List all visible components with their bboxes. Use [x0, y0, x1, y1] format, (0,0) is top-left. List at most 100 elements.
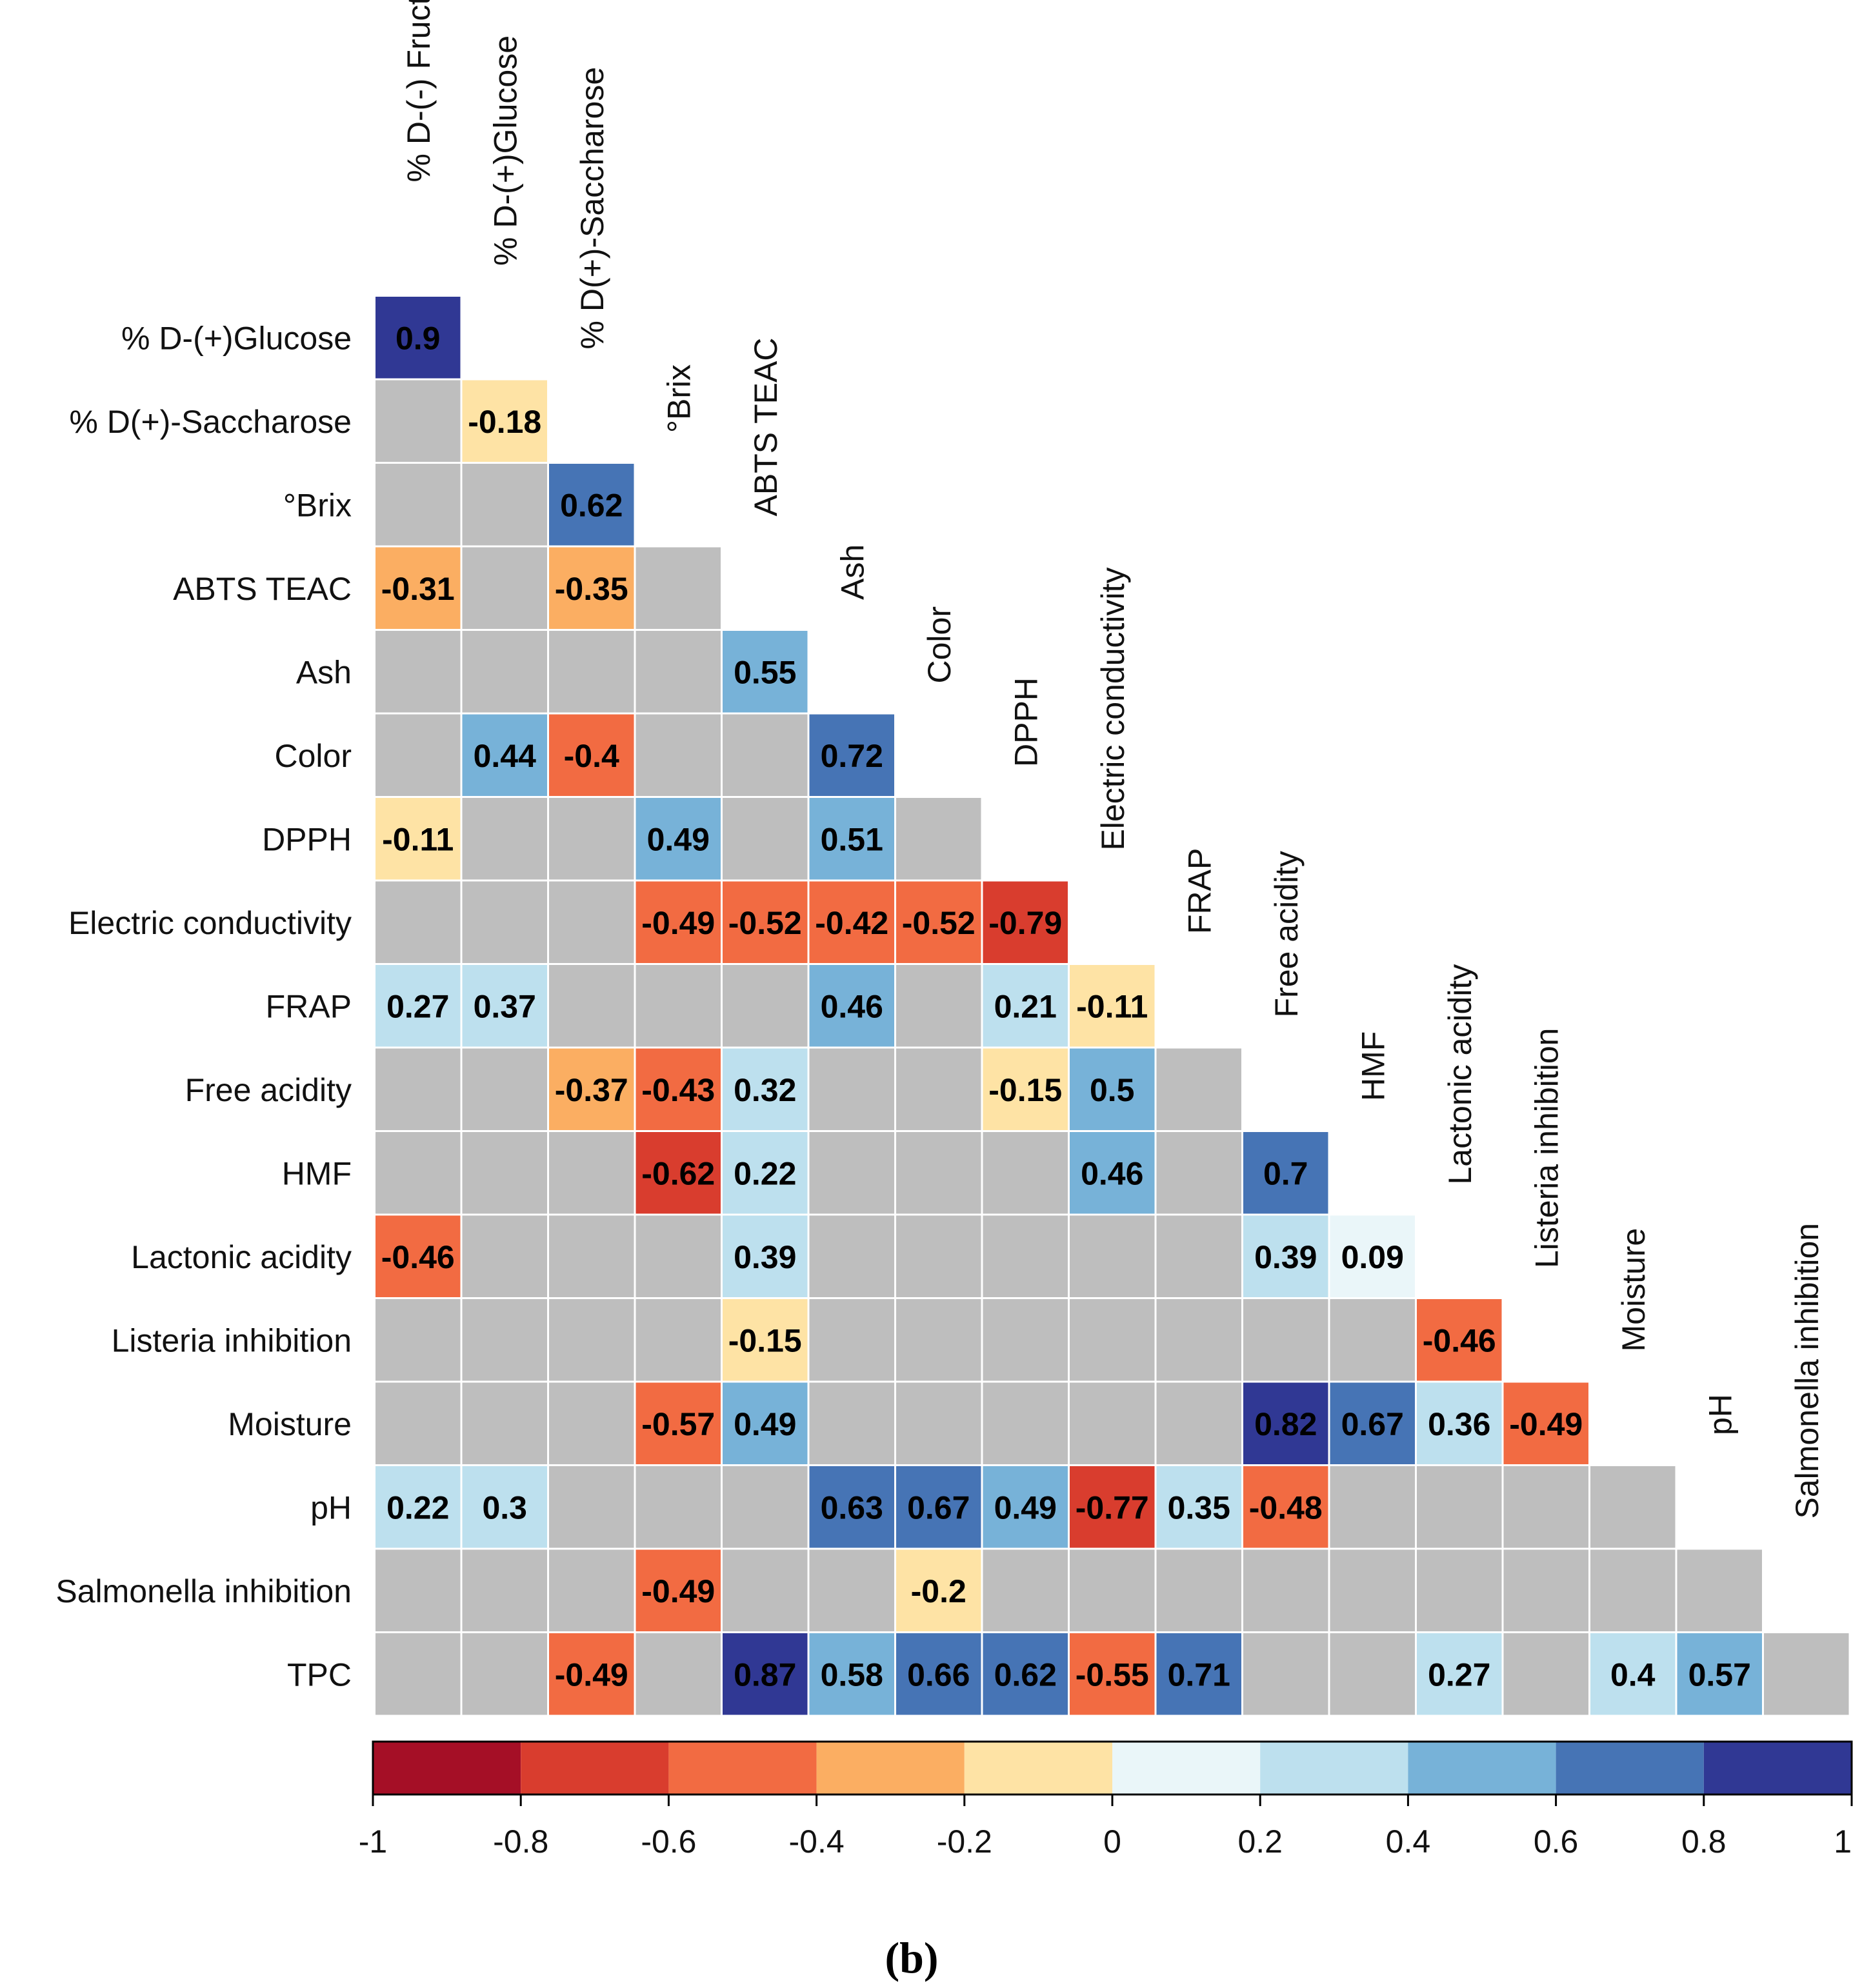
cell-value: -0.35 — [555, 571, 628, 607]
heatmap-cell — [636, 714, 721, 796]
cell-value: 0.9 — [395, 320, 441, 356]
heatmap-cell — [723, 1633, 808, 1715]
heatmap-cell — [549, 631, 634, 713]
colorbar-tick-label: -0.6 — [641, 1824, 696, 1860]
cell-value: 0.27 — [1428, 1656, 1490, 1693]
heatmap-cell — [636, 798, 721, 880]
heatmap-cell — [462, 1215, 547, 1297]
cell-value: 0.66 — [907, 1656, 970, 1693]
heatmap-cell — [549, 464, 634, 546]
cell-value: 0.71 — [1168, 1656, 1230, 1693]
heatmap-cells — [375, 297, 1849, 1715]
heatmap-cell — [462, 1132, 547, 1214]
cell-value: 0.51 — [821, 821, 883, 857]
heatmap-cell — [1417, 1299, 1502, 1381]
colorbar-tick-label: 0 — [1103, 1824, 1121, 1860]
heatmap-cell — [1156, 1382, 1241, 1464]
heatmap-cell — [723, 1466, 808, 1548]
colorbar-tick-label: -0.2 — [937, 1824, 992, 1860]
cell-value: 0.27 — [386, 988, 449, 1024]
heatmap-cell — [1156, 1633, 1241, 1715]
heatmap-cell — [896, 1633, 981, 1715]
heatmap-cell — [896, 1466, 981, 1548]
row-label: TPC — [287, 1656, 352, 1693]
heatmap-cell — [896, 1549, 981, 1631]
heatmap-cell — [1677, 1549, 1762, 1631]
heatmap-cell — [1243, 1466, 1328, 1548]
colorbar-tick-label: 0.2 — [1237, 1824, 1283, 1860]
heatmap-cell — [375, 714, 461, 796]
heatmap-cell — [809, 1299, 894, 1381]
row-label: Listeria inhibition — [112, 1322, 352, 1358]
heatmap-cell — [809, 1132, 894, 1214]
column-label: % D-(+)Glucose — [487, 35, 523, 266]
heatmap-cell — [375, 547, 461, 629]
colorbar: -1 -0.8 -0.6 -0.4 -0.2 0 0.2 0.4 0.6 0.8 1 — [359, 1740, 1853, 1860]
cell-value: -0.55 — [1076, 1656, 1149, 1693]
heatmap-cell — [375, 1299, 461, 1381]
cell-value: -0.77 — [1076, 1489, 1149, 1526]
heatmap-cell — [1590, 1633, 1676, 1715]
heatmap-cell — [1417, 1549, 1502, 1631]
colorbar-tick-label: 0.6 — [1534, 1824, 1579, 1860]
heatmap-cell — [375, 297, 461, 379]
heatmap-cell — [809, 1549, 894, 1631]
heatmap-cell — [1070, 1382, 1155, 1464]
heatmap-cell — [983, 1382, 1068, 1464]
heatmap-cell — [723, 1048, 808, 1130]
heatmap-cell — [636, 1299, 721, 1381]
heatmap-cell — [1070, 1466, 1155, 1548]
row-label: Ash — [296, 654, 352, 690]
cell-value: -0.43 — [641, 1072, 715, 1108]
cell-value: 0.7 — [1263, 1155, 1308, 1191]
heatmap-cell — [896, 1132, 981, 1214]
cell-value: 0.46 — [1081, 1155, 1143, 1191]
heatmap-cell — [1417, 1633, 1502, 1715]
cell-value: 0.46 — [821, 988, 883, 1024]
heatmap-cell — [809, 798, 894, 880]
cell-value: 0.32 — [734, 1072, 796, 1108]
heatmap-cell — [1156, 1048, 1241, 1130]
heatmap-cell — [549, 1048, 634, 1130]
row-label: % D-(+)Glucose — [121, 320, 352, 356]
heatmap-cell — [1156, 1132, 1241, 1214]
row-label: % D(+)-Saccharose — [69, 404, 352, 440]
heatmap-cell — [723, 1382, 808, 1464]
heatmap-cell — [896, 1299, 981, 1381]
heatmap-cell — [1070, 1215, 1155, 1297]
heatmap-cell — [375, 1549, 461, 1631]
heatmap-cell — [1243, 1215, 1328, 1297]
heatmap-cell — [983, 1633, 1068, 1715]
heatmap-cell — [1417, 1466, 1502, 1548]
heatmap-cell — [896, 1048, 981, 1130]
cell-value: 0.35 — [1168, 1489, 1230, 1526]
heatmap-cell — [896, 881, 981, 963]
cell-value: 0.22 — [734, 1155, 796, 1191]
heatmap-cell — [983, 1132, 1068, 1214]
heatmap-cell — [983, 1215, 1068, 1297]
row-label: °Brix — [283, 487, 352, 523]
heatmap-cell — [549, 965, 634, 1047]
cell-value: -0.49 — [1509, 1406, 1583, 1442]
heatmap-cell — [1503, 1633, 1588, 1715]
cell-value: -0.48 — [1249, 1489, 1323, 1526]
row-label: Moisture — [228, 1406, 352, 1442]
heatmap-cell — [462, 1549, 547, 1631]
colorbar-segment — [1408, 1742, 1556, 1794]
column-label: Moisture — [1616, 1228, 1652, 1352]
cell-value: 0.39 — [734, 1239, 796, 1275]
heatmap-cell — [983, 1549, 1068, 1631]
cell-value: 0.4 — [1610, 1656, 1656, 1693]
column-label: °Brix — [661, 364, 697, 433]
colorbar-segment — [521, 1742, 669, 1794]
heatmap-cell — [1243, 1633, 1328, 1715]
cell-value: 0.49 — [734, 1406, 796, 1442]
heatmap-cell — [462, 1466, 547, 1548]
heatmap-cell — [375, 380, 461, 462]
colorbar-tick-label: -0.8 — [493, 1824, 548, 1860]
heatmap-cell — [549, 1549, 634, 1631]
heatmap-cell — [896, 965, 981, 1047]
cell-value: -0.49 — [641, 905, 715, 941]
heatmap-cell — [1677, 1633, 1762, 1715]
heatmap-cell — [983, 881, 1068, 963]
